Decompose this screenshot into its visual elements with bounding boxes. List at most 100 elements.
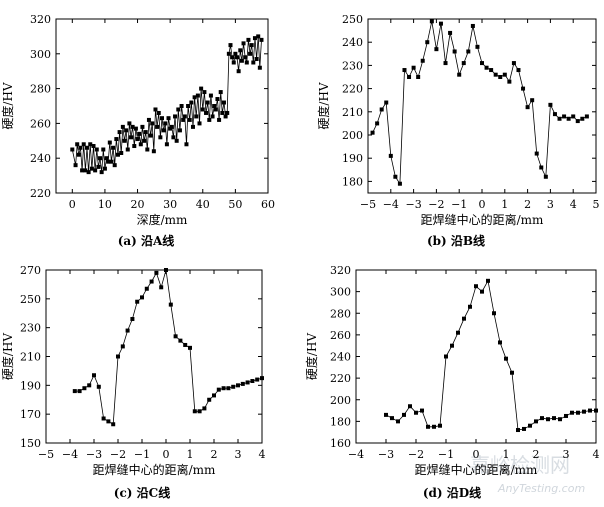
data-point bbox=[153, 107, 158, 112]
data-point bbox=[194, 114, 199, 119]
data-point bbox=[83, 168, 88, 173]
y-tick-label: 210 bbox=[342, 106, 363, 119]
data-point bbox=[594, 408, 598, 413]
data-point bbox=[475, 44, 480, 49]
data-point bbox=[236, 383, 240, 388]
y-tick-label: 180 bbox=[342, 175, 363, 188]
chart-caption: (b) 沿B线 bbox=[427, 233, 485, 248]
data-point bbox=[78, 145, 83, 150]
data-point bbox=[457, 72, 462, 77]
data-point bbox=[192, 95, 197, 100]
data-point bbox=[93, 168, 98, 173]
data-point bbox=[154, 270, 159, 275]
x-axis-label: 距焊缝中心的距离/mm bbox=[415, 462, 538, 477]
data-point bbox=[580, 116, 585, 121]
data-point bbox=[456, 330, 460, 335]
data-point bbox=[225, 110, 230, 115]
data-point bbox=[226, 51, 231, 56]
data-point bbox=[187, 117, 192, 122]
data-point bbox=[158, 135, 163, 140]
data-point bbox=[420, 408, 424, 413]
data-point bbox=[370, 130, 375, 135]
data-point bbox=[138, 142, 143, 147]
data-point bbox=[173, 114, 178, 119]
data-point bbox=[144, 286, 149, 291]
data-point bbox=[124, 128, 129, 133]
data-point bbox=[116, 354, 120, 359]
watermark-main-text: 嘉峪检测网 bbox=[470, 453, 570, 477]
data-point bbox=[205, 100, 210, 105]
data-point bbox=[163, 121, 168, 126]
data-point bbox=[238, 48, 243, 53]
data-point bbox=[528, 423, 532, 428]
data-point bbox=[129, 135, 134, 140]
data-point bbox=[248, 51, 253, 56]
data-point bbox=[179, 104, 184, 108]
data-point bbox=[204, 110, 209, 115]
y-tick-label: 190 bbox=[342, 152, 363, 165]
data-point bbox=[486, 278, 490, 283]
data-point bbox=[149, 279, 154, 284]
data-point bbox=[489, 68, 494, 73]
x-tick-label: −2 bbox=[408, 448, 424, 461]
data-point bbox=[254, 57, 259, 62]
chart-a: 0 10 20 30 40 50 60 220 240 260 280 300 320 深度/mm 硬度/H… bbox=[0, 13, 275, 248]
data-point bbox=[546, 417, 550, 422]
y-tick-label: 270 bbox=[20, 264, 41, 277]
y-tick-label: 250 bbox=[342, 13, 363, 26]
y-tick-label: 200 bbox=[330, 394, 351, 407]
series-line bbox=[372, 21, 588, 185]
data-point bbox=[73, 163, 78, 168]
data-point bbox=[142, 138, 147, 143]
data-point bbox=[192, 409, 197, 414]
data-point bbox=[231, 60, 236, 65]
data-point bbox=[202, 406, 207, 411]
y-tick-label: 220 bbox=[342, 83, 363, 96]
y-tick-label: 150 bbox=[20, 437, 41, 450]
data-point bbox=[183, 342, 188, 347]
data-point bbox=[176, 107, 181, 112]
data-point bbox=[221, 386, 226, 391]
x-tick-label: 20 bbox=[131, 198, 145, 211]
data-point bbox=[507, 79, 512, 84]
data-point bbox=[480, 61, 484, 66]
data-point bbox=[516, 428, 520, 433]
data-point bbox=[443, 61, 448, 66]
data-point bbox=[231, 384, 236, 389]
data-point bbox=[402, 412, 406, 417]
data-point bbox=[521, 86, 526, 91]
y-tick-label: 300 bbox=[330, 286, 351, 299]
data-point bbox=[98, 156, 103, 161]
data-point bbox=[448, 30, 453, 35]
x-tick-label: 4 bbox=[570, 198, 577, 211]
y-tick-label: 220 bbox=[330, 372, 351, 385]
data-point bbox=[119, 150, 124, 155]
data-point bbox=[379, 107, 384, 112]
y-tick-label: 260 bbox=[330, 329, 351, 342]
data-point bbox=[438, 21, 443, 26]
x-tick-label: 4 bbox=[259, 448, 266, 461]
data-point bbox=[257, 65, 262, 70]
data-point bbox=[143, 130, 148, 135]
data-point bbox=[173, 334, 178, 339]
data-point bbox=[111, 145, 116, 150]
data-point bbox=[240, 381, 245, 386]
data-point bbox=[388, 153, 393, 158]
y-tick-label: 180 bbox=[330, 415, 351, 428]
data-point bbox=[474, 284, 478, 289]
data-point bbox=[120, 344, 125, 349]
x-tick-label: −5 bbox=[360, 198, 376, 211]
data-point bbox=[540, 416, 544, 421]
x-tick-label: 0 bbox=[163, 448, 170, 461]
data-point bbox=[207, 397, 212, 402]
data-point bbox=[480, 289, 484, 294]
data-point bbox=[396, 419, 400, 424]
data-point bbox=[468, 304, 472, 309]
watermark-sub-text: AnyTesting.com bbox=[497, 482, 585, 495]
data-point bbox=[260, 376, 264, 381]
data-point bbox=[576, 410, 580, 415]
chart-b: −5 −4 −3 −2 −1 0 1 2 3 4 5 180 190 200 210 220 230 240 250… bbox=[316, 13, 600, 248]
x-tick-label: −2 bbox=[110, 448, 126, 461]
y-tick-label: 240 bbox=[330, 351, 351, 364]
x-tick-label: 2 bbox=[524, 198, 531, 211]
